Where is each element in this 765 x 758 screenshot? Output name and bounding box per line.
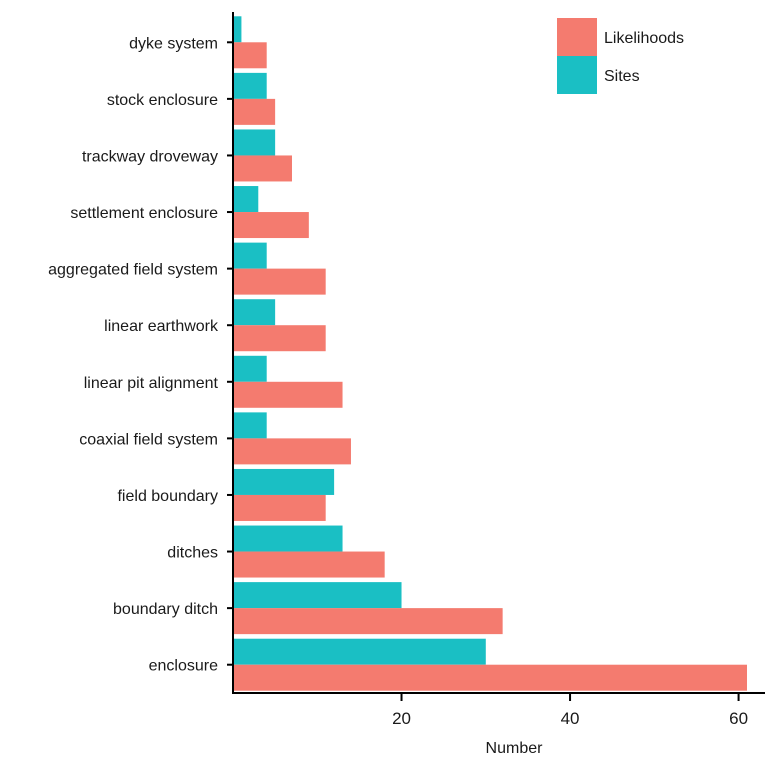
category-label: ditches [167, 545, 218, 562]
bar-likelihoods-field-boundary [233, 494, 326, 521]
legend-label-sites: Sites [604, 68, 640, 85]
bar-sites-settlement-enclosure [233, 186, 259, 213]
bar-sites-enclosure [233, 638, 486, 665]
bar-likelihoods-ditches [233, 551, 385, 578]
bar-likelihoods-dyke-system [233, 42, 267, 69]
category-label: settlement enclosure [70, 205, 218, 222]
bar-likelihoods-enclosure [233, 664, 747, 691]
bar-sites-stock-enclosure [233, 72, 267, 99]
bar-sites-trackway-droveway [233, 129, 276, 156]
category-label: boundary ditch [113, 601, 218, 618]
category-label: stock enclosure [107, 92, 218, 109]
x-tick-label: 40 [561, 709, 580, 728]
bar-likelihoods-linear-pit-alignment [233, 381, 343, 408]
category-label: trackway droveway [82, 148, 218, 165]
legend-label-likelihoods: Likelihoods [604, 30, 684, 47]
bars-group [233, 16, 747, 691]
bar-sites-linear-pit-alignment [233, 355, 267, 382]
category-label: linear pit alignment [84, 375, 219, 392]
bar-sites-field-boundary [233, 468, 335, 495]
category-label: field boundary [117, 488, 218, 505]
category-labels: dyke system stock enclosure trackway drove… [48, 35, 233, 675]
bar-likelihoods-aggregated-field-system [233, 268, 326, 295]
x-axis-ticks: 20 40 60 [392, 693, 748, 728]
bar-sites-aggregated-field-system [233, 242, 267, 269]
category-label: dyke system [129, 35, 218, 52]
x-tick-label: 20 [392, 709, 411, 728]
category-label: coaxial field system [79, 431, 218, 448]
bar-sites-boundary-ditch [233, 582, 402, 609]
bar-sites-linear-earthwork [233, 299, 276, 326]
bar-sites-coaxial-field-system [233, 412, 267, 439]
bar-sites-ditches [233, 525, 343, 552]
category-label: aggregated field system [48, 262, 218, 279]
x-axis-title: Number [486, 740, 544, 757]
legend: Likelihoods Sites [557, 18, 684, 94]
bar-likelihoods-settlement-enclosure [233, 212, 309, 239]
bar-likelihoods-boundary-ditch [233, 608, 503, 635]
bar-likelihoods-stock-enclosure [233, 98, 276, 125]
bar-likelihoods-linear-earthwork [233, 325, 326, 352]
bar-sites-dyke-system [233, 16, 242, 43]
bar-likelihoods-coaxial-field-system [233, 438, 351, 465]
legend-swatch-likelihoods [557, 18, 597, 56]
category-label: enclosure [149, 658, 218, 675]
category-label: linear earthwork [104, 318, 219, 335]
x-tick-label: 60 [729, 709, 748, 728]
bar-likelihoods-trackway-droveway [233, 155, 292, 182]
legend-swatch-sites [557, 56, 597, 94]
